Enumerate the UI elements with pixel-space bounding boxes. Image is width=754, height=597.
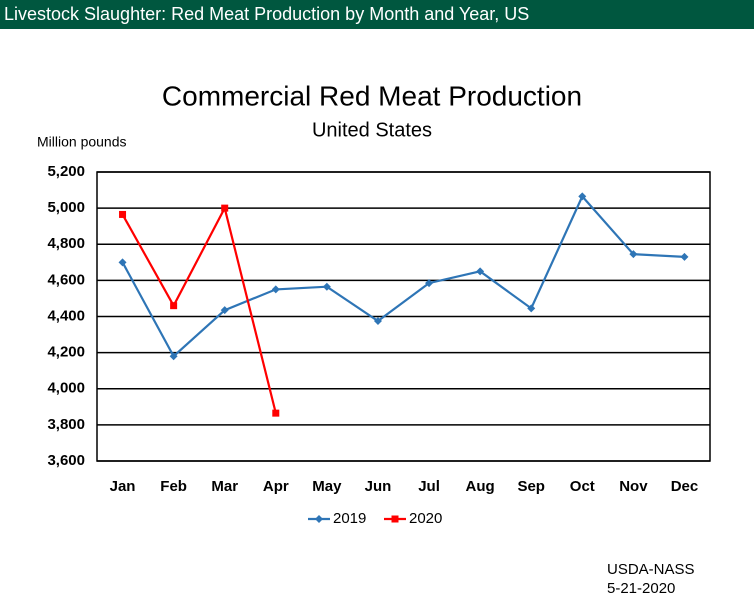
y-tick-label: 4,400: [47, 307, 85, 324]
y-tick-label: 4,000: [47, 380, 85, 397]
x-tick-label: May: [312, 478, 342, 495]
plot-frame: [96, 171, 711, 462]
x-tick-label: Jun: [365, 478, 392, 495]
marker: [271, 285, 280, 294]
marker: [221, 204, 229, 212]
marker: [118, 258, 127, 267]
marker: [170, 302, 178, 310]
page-header: Livestock Slaughter: Red Meat Production…: [0, 0, 754, 29]
marker: [629, 250, 638, 259]
y-axis-label: Million pounds: [37, 134, 127, 150]
x-tick-label: Feb: [160, 478, 187, 495]
x-tick-label: Dec: [671, 478, 699, 495]
x-tick-label: Aug: [466, 478, 495, 495]
marker: [220, 306, 229, 315]
marker: [373, 317, 382, 326]
y-tick-label: 5,200: [47, 163, 85, 180]
chart-title: Commercial Red Meat Production: [162, 80, 582, 111]
x-tick-label: Oct: [570, 478, 595, 495]
y-tick-label: 5,000: [47, 199, 85, 216]
legend-marker: [315, 515, 323, 523]
x-tick-label: Mar: [211, 478, 238, 495]
marker: [272, 409, 280, 417]
x-tick-label: Jul: [418, 478, 440, 495]
marker: [169, 352, 178, 361]
x-tick-label: Apr: [263, 478, 289, 495]
marker: [476, 267, 485, 276]
y-tick-label: 3,800: [47, 416, 85, 433]
marker: [578, 192, 587, 201]
chart-subtitle: United States: [312, 119, 432, 141]
source: USDA-NASS: [607, 561, 695, 578]
marker: [322, 282, 331, 291]
marker: [119, 210, 127, 218]
marker: [680, 252, 689, 261]
legend-marker: [391, 515, 399, 523]
y-tick-label: 3,600: [47, 452, 85, 469]
series-line: [121, 194, 685, 358]
marker: [425, 279, 434, 288]
x-tick-label: Nov: [619, 478, 648, 495]
y-tick-label: 4,600: [47, 271, 85, 288]
series-line: [121, 205, 277, 414]
y-tick-label: 4,200: [47, 344, 85, 361]
x-tick-label: Jan: [110, 478, 136, 495]
legend-label: 2020: [409, 510, 442, 527]
legend-label: 2019: [333, 510, 366, 527]
x-tick-label: Sep: [517, 478, 545, 495]
y-tick-label: 4,800: [47, 235, 85, 252]
marker: [527, 304, 536, 313]
source: 5-21-2020: [607, 580, 675, 597]
